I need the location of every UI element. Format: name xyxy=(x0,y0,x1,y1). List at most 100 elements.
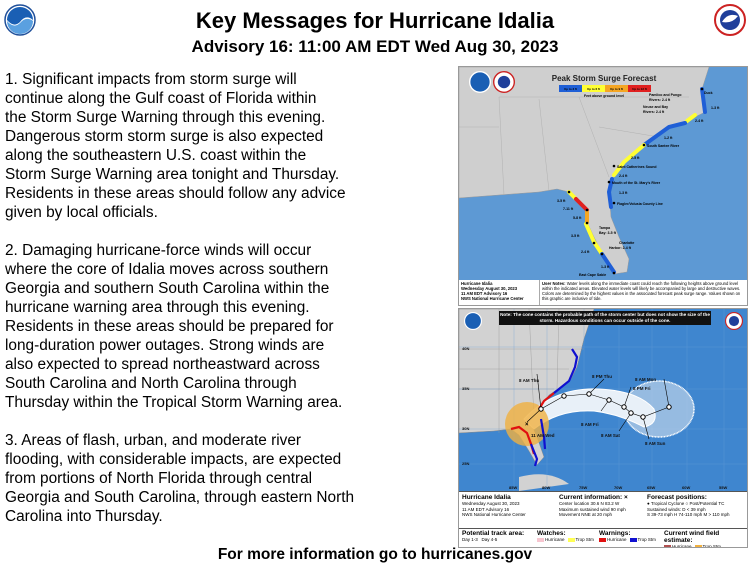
wind-field xyxy=(505,402,549,446)
map-label: 3-5 ft xyxy=(571,234,580,238)
map-label: 35N xyxy=(462,386,469,391)
message-line: hurricane warning area through this even… xyxy=(5,299,310,316)
map-label: Flagler/Volusia County Line xyxy=(617,202,663,206)
map-label: Rivers: 2-4 ft xyxy=(649,98,671,102)
message-line: Carolina into Thursday. xyxy=(5,508,163,525)
map-label: 2-4 ft xyxy=(695,119,704,123)
map-label: Rivers: 2-4 ft xyxy=(643,110,665,114)
legend-swatch xyxy=(628,85,651,92)
map-label: 25N xyxy=(462,461,469,466)
map-label: Harbor: 2-4 ft xyxy=(609,246,632,250)
svg-text:8 PM Fri: 8 PM Fri xyxy=(633,386,651,391)
message-line: from portions of North Florida through c… xyxy=(5,470,313,487)
legend-swatch xyxy=(537,537,544,542)
map-label: 40N xyxy=(462,346,469,351)
message-line: Georgia and South Carolina, through east… xyxy=(5,489,355,506)
legend-label: Trop Stm xyxy=(575,537,594,542)
storm-surge-map: Peak Storm Surge Forecast Up to 3 ft Up t… xyxy=(458,66,748,306)
map-label: South Santee River xyxy=(647,144,680,148)
user-notes: User Notes: Water levels along the immed… xyxy=(539,280,747,305)
map-label: Charlotte xyxy=(619,241,634,245)
message-line: Storm Surge Warning area tonight and Thu… xyxy=(5,166,340,183)
message-line: 3. Areas of flash, urban, and moderate r… xyxy=(5,432,302,449)
legend-swatch xyxy=(629,537,637,542)
advisory-subtitle: Advisory 16: 11:00 AM EDT Wed Aug 30, 20… xyxy=(191,37,559,56)
noaa-logo xyxy=(464,312,482,330)
map-label: 3-5 ft xyxy=(557,199,566,203)
legend-caption: Feet above ground level xyxy=(584,94,624,98)
message-line: also expected to spread northeastward ac… xyxy=(5,356,320,373)
legend-swatch xyxy=(694,544,702,547)
legend-label: Trop Stm xyxy=(702,544,721,548)
map-label: Duck xyxy=(704,91,713,95)
message-line: Georgia and southern South Carolina with… xyxy=(5,280,330,297)
legend-swatch xyxy=(664,544,671,547)
map-label: Saint Catherines Sound xyxy=(617,165,656,169)
page-title: Key Messages for Hurricane Idalia xyxy=(195,8,555,33)
footer-link-text: For more information go to hurricanes.go… xyxy=(217,546,533,563)
legend-label: Trop Stm xyxy=(637,537,656,542)
map-label: 2-4 ft xyxy=(581,250,590,254)
map-label: 85W xyxy=(509,485,517,490)
forecast-cone-map: × 11 AM Wed 8 AM Thu 8 PM Thu 8 AM Fri 8 P… xyxy=(458,308,748,548)
message-line: long-duration power outages. Strong wind… xyxy=(5,337,325,354)
surge-info: Hurricane Idalia Wednesday August 30, 202… xyxy=(461,281,524,301)
map-label: 80W xyxy=(542,485,550,490)
map-label: 5-8 ft xyxy=(573,216,582,220)
map-label: 2-4 ft xyxy=(619,174,628,178)
map-label: 30N xyxy=(462,426,469,431)
map-label: Up to 12 ft xyxy=(632,87,647,91)
svg-text:8 AM Mon: 8 AM Mon xyxy=(635,377,656,382)
map-label: 1-3 ft xyxy=(619,191,628,195)
message-line: along the southeastern U.S. coast within… xyxy=(5,147,307,164)
message-line: flooding, with considerable impacts, are… xyxy=(5,451,342,468)
surge-map-title: Peak Storm Surge Forecast xyxy=(552,74,657,83)
map-label: 55W xyxy=(719,485,727,490)
key-message-1: 1. Significant impacts from storm surge … xyxy=(5,70,455,222)
map-label: Up to 9 ft xyxy=(610,87,623,91)
map-label: Bay: 3-5 ft xyxy=(599,231,617,235)
map-label: 2-5 ft xyxy=(631,156,640,160)
legend-swatch xyxy=(605,85,628,92)
message-line: the Storm Surge Warning through this eve… xyxy=(5,109,326,126)
map-label: Pamlico and Pungo xyxy=(649,93,681,97)
map-label: 65W xyxy=(647,485,655,490)
nws-logo xyxy=(493,71,515,93)
message-line: Residents in these areas should follow a… xyxy=(5,185,346,202)
svg-text:8 AM Sun: 8 AM Sun xyxy=(645,441,666,446)
surge-legend: Up to 3 ft Up to 6 ft Up to 9 ft Up to 12 f… xyxy=(559,85,651,92)
noaa-logo xyxy=(469,71,491,93)
message-line: Thursday within the Tropical Storm Warni… xyxy=(5,394,343,411)
svg-text:8 AM Fri: 8 AM Fri xyxy=(581,422,599,427)
cone-legend: Hurricane Idalia Wednesday August 30, 202… xyxy=(459,491,747,548)
map-label: Mouth of the St. Mary's River xyxy=(612,181,661,185)
message-line: Residents in these areas should be prepa… xyxy=(5,318,334,335)
message-line: 1. Significant impacts from storm surge … xyxy=(5,71,297,88)
key-message-2: 2. Damaging hurricane-force winds will o… xyxy=(5,241,455,412)
cone-note: Note: The cone contains the probable pat… xyxy=(500,312,710,323)
legend-swatch xyxy=(567,537,575,542)
legend-label: Hurricane xyxy=(607,537,627,542)
key-messages: 1. Significant impacts from storm surge … xyxy=(5,70,455,545)
nws-logo xyxy=(725,312,743,330)
current-position-x: × xyxy=(525,422,529,428)
map-label: Tampa xyxy=(599,226,610,230)
svg-text:8 PM Thu: 8 PM Thu xyxy=(592,374,612,379)
message-line: 2. Damaging hurricane-force winds will o… xyxy=(5,242,312,259)
map-label: 7-11 ft xyxy=(563,207,574,211)
message-line: South Carolina and North Carolina throug… xyxy=(5,375,297,392)
cone-day1-3 xyxy=(523,388,656,430)
svg-text:8 AM Thu: 8 AM Thu xyxy=(519,378,539,383)
map-label: Up to 3 ft xyxy=(564,87,577,91)
map-label: 70W xyxy=(614,485,622,490)
map-label: East Cape Sable xyxy=(579,273,606,277)
map-label: 75W xyxy=(579,485,587,490)
map-label: Up to 6 ft xyxy=(587,87,600,91)
legend-swatch xyxy=(582,85,605,92)
nws-logo xyxy=(714,4,746,36)
key-message-3: 3. Areas of flash, urban, and moderate r… xyxy=(5,431,455,526)
message-line: where the core of Idalia moves across so… xyxy=(5,261,329,278)
legend-swatch xyxy=(599,537,606,542)
noaa-logo xyxy=(4,4,36,36)
svg-text:11 AM Wed: 11 AM Wed xyxy=(531,433,555,438)
